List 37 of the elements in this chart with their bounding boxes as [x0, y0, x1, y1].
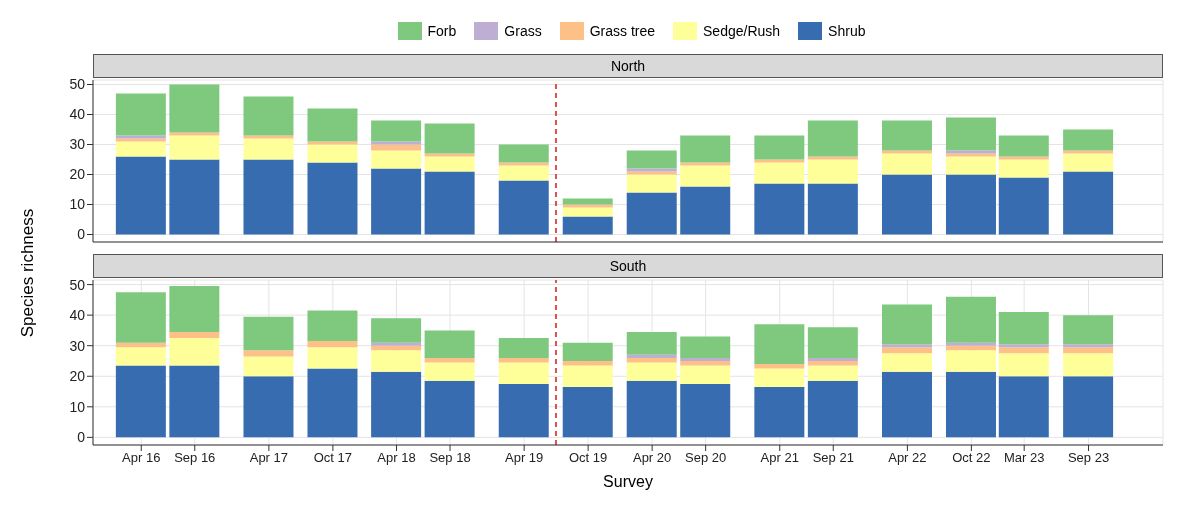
- y-tick-label: 50: [69, 276, 86, 293]
- x-tick-label: Mar 23: [1003, 450, 1045, 466]
- legend-label: Grass tree: [589, 23, 656, 39]
- y-tick-label: 0: [77, 226, 86, 243]
- x-tick-label: Oct 19: [568, 450, 608, 466]
- y-tick-label: 40: [69, 307, 86, 324]
- y-tick-label: 50: [69, 76, 86, 93]
- x-axis-title: Survey: [602, 473, 654, 491]
- x-tick-label: Sep 23: [1067, 450, 1110, 466]
- x-tick-label: Sep 18: [429, 450, 471, 466]
- y-tick-label: 10: [69, 398, 86, 415]
- x-tick-label: Oct 22: [952, 450, 991, 466]
- x-tick-label: Sep 21: [812, 450, 854, 466]
- legend-label: Shrub: [828, 23, 866, 39]
- chart-title: South: [93, 254, 1163, 278]
- y-tick-label: 40: [69, 106, 86, 123]
- x-tick-label: Apr 20: [632, 450, 672, 466]
- y-tick-label: 20: [69, 368, 86, 385]
- x-tick-label: Apr 18: [377, 450, 416, 466]
- x-tick-label: Oct 17: [313, 450, 353, 466]
- x-tick-label: Apr 16: [122, 450, 161, 466]
- x-tick-label: Apr 22: [888, 450, 927, 466]
- x-tick-label: Sep 16: [174, 450, 216, 466]
- x-tick-label: Apr 21: [760, 450, 799, 466]
- legend-label: Forb: [427, 23, 457, 39]
- chart-title: North: [93, 54, 1163, 78]
- y-tick-label: 30: [69, 136, 86, 153]
- legend-label: Grass: [504, 23, 542, 39]
- x-tick-label: Apr 19: [504, 450, 544, 466]
- x-tick-label: Apr 17: [249, 450, 289, 466]
- y-tick-label: 0: [77, 429, 86, 446]
- legend-label: Sedge/Rush: [703, 23, 781, 39]
- y-axis-title: Species richness: [18, 208, 38, 337]
- y-tick-label: 30: [69, 337, 86, 354]
- y-tick-label: 20: [69, 166, 86, 183]
- y-tick-label: 10: [69, 196, 86, 213]
- x-tick-label: Sep 20: [685, 450, 727, 466]
